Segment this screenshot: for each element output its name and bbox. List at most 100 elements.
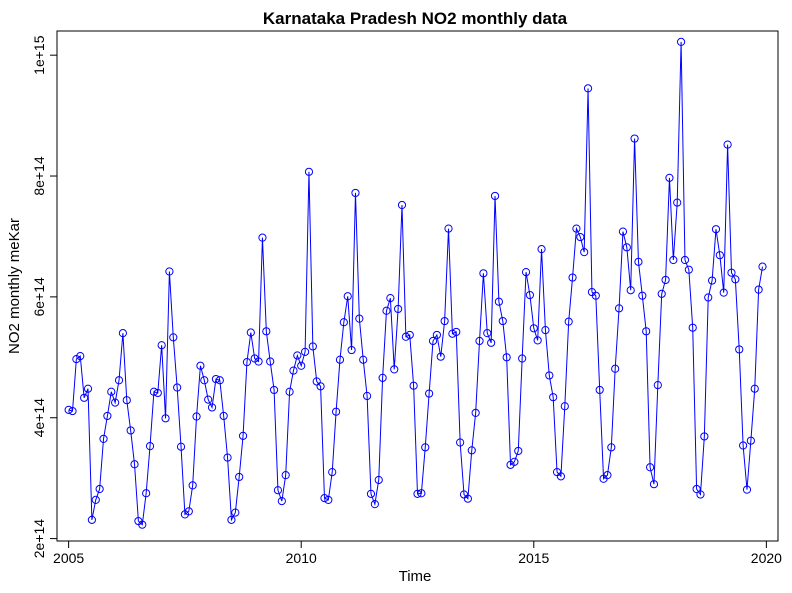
series-line bbox=[68, 41, 763, 526]
data-point-54 bbox=[273, 486, 283, 495]
data-point-166 bbox=[708, 276, 717, 285]
data-point-133 bbox=[580, 248, 589, 257]
data-point-97 bbox=[440, 316, 449, 326]
data-point-27 bbox=[169, 333, 178, 342]
data-point-103 bbox=[463, 494, 472, 503]
data-point-120 bbox=[529, 324, 538, 333]
data-point-66 bbox=[320, 494, 329, 503]
data-point-9 bbox=[99, 434, 108, 443]
data-point-172 bbox=[731, 275, 740, 284]
data-point-132 bbox=[576, 232, 585, 242]
data-point-44 bbox=[235, 472, 244, 482]
data-point-139 bbox=[603, 471, 612, 480]
data-point-36 bbox=[204, 395, 213, 404]
data-point-1 bbox=[68, 406, 77, 416]
data-point-125 bbox=[549, 393, 558, 402]
data-point-165 bbox=[704, 293, 713, 302]
data-point-104 bbox=[467, 446, 476, 455]
y-tick-label-6e+14: 6e+14 bbox=[31, 277, 47, 317]
data-point-60 bbox=[297, 361, 306, 370]
data-point-10 bbox=[103, 411, 112, 421]
data-point-39 bbox=[215, 376, 224, 385]
data-point-170 bbox=[723, 140, 732, 149]
data-point-160 bbox=[684, 265, 693, 274]
data-point-121 bbox=[533, 336, 542, 345]
data-point-15 bbox=[122, 396, 131, 405]
data-point-129 bbox=[564, 317, 573, 326]
data-point-68 bbox=[328, 468, 337, 477]
data-point-81 bbox=[378, 373, 387, 382]
data-point-41 bbox=[223, 453, 232, 462]
data-point-24 bbox=[157, 341, 166, 350]
data-point-82 bbox=[382, 306, 391, 315]
plot-frame bbox=[56, 30, 779, 542]
data-point-63 bbox=[308, 342, 317, 351]
data-point-167 bbox=[711, 225, 721, 234]
data-point-111 bbox=[494, 297, 503, 306]
data-point-75 bbox=[355, 314, 364, 323]
y-tick-label-8e+14: 8e+14 bbox=[31, 156, 47, 196]
data-point-14 bbox=[118, 329, 128, 338]
data-point-73 bbox=[347, 345, 356, 355]
data-point-89 bbox=[409, 381, 418, 390]
data-point-127 bbox=[556, 472, 566, 481]
data-point-100 bbox=[452, 327, 461, 337]
y-axis-label: NO2 monthly meKar bbox=[6, 218, 23, 354]
data-point-11 bbox=[107, 387, 116, 396]
x-tick-label-2015: 2015 bbox=[518, 550, 549, 566]
data-point-32 bbox=[188, 481, 197, 490]
data-point-174 bbox=[739, 441, 748, 450]
data-point-65 bbox=[316, 382, 325, 391]
data-point-95 bbox=[432, 330, 441, 340]
data-point-87 bbox=[401, 332, 410, 341]
data-point-26 bbox=[165, 267, 174, 276]
data-point-43 bbox=[231, 508, 240, 517]
y-tick-label-1e+15: 1e+15 bbox=[31, 35, 47, 75]
data-point-23 bbox=[153, 388, 162, 398]
x-tick-label-2010: 2010 bbox=[286, 550, 317, 566]
data-point-35 bbox=[200, 376, 209, 385]
data-point-6 bbox=[87, 515, 96, 524]
data-point-84 bbox=[390, 365, 399, 374]
data-point-25 bbox=[161, 414, 170, 423]
data-point-128 bbox=[560, 402, 569, 411]
data-point-169 bbox=[719, 288, 728, 297]
x-axis-label: Time bbox=[399, 568, 432, 585]
data-point-123 bbox=[541, 326, 550, 335]
data-point-161 bbox=[688, 323, 697, 332]
x-tick-label-2020: 2020 bbox=[751, 550, 782, 566]
data-point-98 bbox=[444, 224, 453, 233]
data-point-28 bbox=[173, 383, 182, 392]
data-point-42 bbox=[227, 515, 236, 524]
data-point-85 bbox=[394, 304, 403, 314]
data-point-130 bbox=[568, 273, 577, 282]
data-point-163 bbox=[696, 490, 705, 499]
data-point-38 bbox=[211, 374, 221, 384]
data-point-57 bbox=[285, 387, 294, 396]
data-point-108 bbox=[483, 329, 492, 338]
chart-title: Karnataka Pradesh NO2 monthly data bbox=[263, 9, 568, 28]
data-point-151 bbox=[649, 480, 659, 489]
data-point-144 bbox=[622, 243, 631, 252]
data-point-31 bbox=[184, 507, 193, 516]
data-point-168 bbox=[715, 251, 724, 260]
data-point-153 bbox=[657, 289, 666, 298]
data-point-12 bbox=[111, 398, 120, 407]
data-point-156 bbox=[669, 255, 678, 265]
data-point-76 bbox=[359, 355, 368, 364]
data-point-90 bbox=[413, 489, 422, 498]
data-point-158 bbox=[676, 37, 686, 46]
data-point-56 bbox=[281, 471, 290, 480]
data-point-122 bbox=[537, 245, 546, 254]
x-tick-label-2005: 2005 bbox=[53, 550, 84, 566]
data-point-178 bbox=[754, 285, 763, 294]
data-point-29 bbox=[176, 442, 186, 451]
data-point-131 bbox=[572, 224, 581, 233]
data-point-37 bbox=[207, 403, 217, 412]
data-point-72 bbox=[343, 292, 352, 301]
data-point-59 bbox=[293, 351, 302, 360]
data-point-116 bbox=[514, 446, 523, 456]
data-point-78 bbox=[366, 489, 376, 498]
data-point-3 bbox=[76, 351, 85, 361]
data-point-86 bbox=[397, 200, 407, 210]
